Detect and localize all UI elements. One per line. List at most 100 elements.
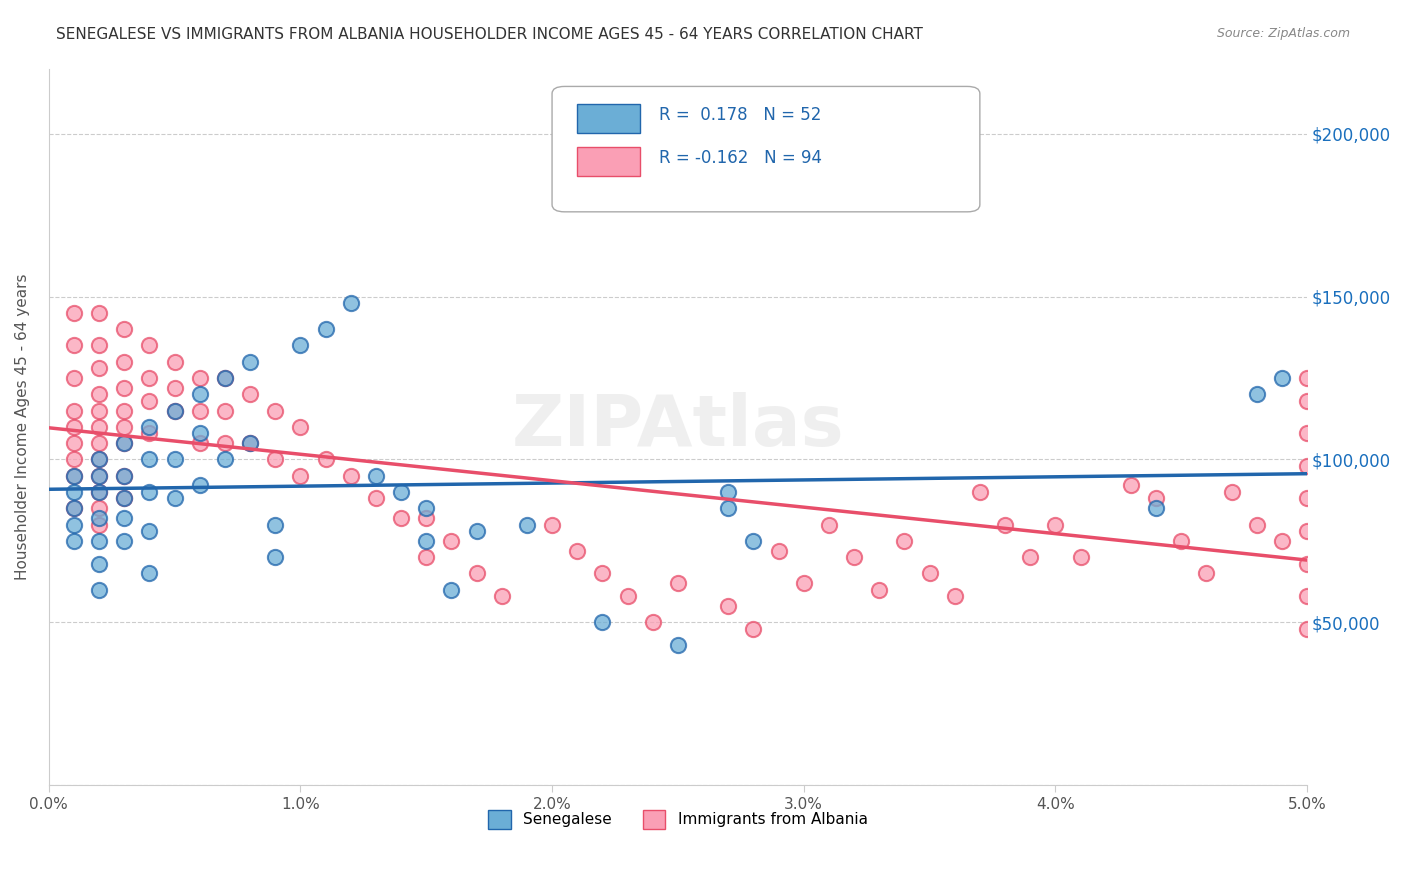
Point: [440, 582, 463, 597]
Point: [63, 419, 86, 434]
Point: [1170, 533, 1192, 548]
Point: [138, 566, 160, 581]
Point: [491, 589, 513, 603]
Point: [138, 419, 160, 434]
Point: [339, 468, 361, 483]
Point: [1296, 458, 1319, 473]
Point: [364, 491, 387, 506]
Point: [264, 403, 287, 417]
Text: ZIPAtlas: ZIPAtlas: [512, 392, 844, 461]
FancyBboxPatch shape: [553, 87, 980, 211]
Point: [315, 452, 337, 467]
Point: [112, 468, 135, 483]
Point: [63, 452, 86, 467]
Point: [87, 517, 110, 532]
Point: [63, 485, 86, 500]
Point: [290, 338, 312, 352]
Point: [440, 533, 463, 548]
Point: [87, 419, 110, 434]
Point: [893, 533, 915, 548]
Point: [163, 354, 186, 368]
Point: [112, 533, 135, 548]
Point: [63, 501, 86, 516]
Point: [264, 452, 287, 467]
Point: [465, 566, 488, 581]
Point: [616, 589, 638, 603]
Text: SENEGALESE VS IMMIGRANTS FROM ALBANIA HOUSEHOLDER INCOME AGES 45 - 64 YEARS CORR: SENEGALESE VS IMMIGRANTS FROM ALBANIA HO…: [56, 27, 924, 42]
Point: [1296, 393, 1319, 408]
Point: [742, 533, 765, 548]
Point: [87, 468, 110, 483]
Point: [415, 533, 437, 548]
Point: [1070, 550, 1092, 565]
Point: [138, 524, 160, 538]
Point: [188, 387, 211, 401]
Point: [163, 403, 186, 417]
Point: [1144, 501, 1167, 516]
Point: [188, 436, 211, 450]
Bar: [578, 147, 640, 176]
Point: [63, 306, 86, 320]
Point: [1144, 491, 1167, 506]
Point: [138, 452, 160, 467]
Point: [87, 403, 110, 417]
Point: [87, 306, 110, 320]
Point: [163, 403, 186, 417]
Y-axis label: Householder Income Ages 45 - 64 years: Householder Income Ages 45 - 64 years: [15, 274, 30, 580]
Point: [112, 491, 135, 506]
Point: [868, 582, 890, 597]
Point: [87, 387, 110, 401]
Point: [389, 511, 412, 525]
Point: [163, 491, 186, 506]
Point: [138, 393, 160, 408]
Point: [793, 576, 815, 591]
Point: [63, 533, 86, 548]
Point: [415, 511, 437, 525]
Point: [87, 501, 110, 516]
Point: [87, 452, 110, 467]
Point: [188, 478, 211, 492]
Point: [1296, 426, 1319, 441]
Point: [112, 511, 135, 525]
Point: [63, 517, 86, 532]
Point: [1220, 485, 1243, 500]
Point: [63, 338, 86, 352]
Point: [163, 381, 186, 395]
Point: [239, 436, 262, 450]
Point: [1296, 524, 1319, 538]
Point: [641, 615, 664, 630]
Point: [516, 517, 538, 532]
Point: [63, 436, 86, 450]
Point: [591, 566, 613, 581]
Point: [112, 436, 135, 450]
Point: [112, 419, 135, 434]
Point: [264, 517, 287, 532]
Point: [87, 485, 110, 500]
Point: [188, 403, 211, 417]
Point: [63, 468, 86, 483]
Point: [63, 371, 86, 385]
Point: [63, 501, 86, 516]
Point: [214, 452, 236, 467]
Point: [742, 622, 765, 636]
Point: [112, 468, 135, 483]
Point: [112, 403, 135, 417]
Legend: Senegalese, Immigrants from Albania: Senegalese, Immigrants from Albania: [482, 804, 873, 835]
Point: [112, 436, 135, 450]
Point: [87, 533, 110, 548]
Point: [1271, 533, 1294, 548]
Point: [1296, 589, 1319, 603]
Point: [389, 485, 412, 500]
Point: [112, 491, 135, 506]
Point: [717, 485, 740, 500]
Point: [87, 436, 110, 450]
Point: [188, 371, 211, 385]
Point: [465, 524, 488, 538]
Point: [290, 468, 312, 483]
Point: [138, 426, 160, 441]
Point: [239, 436, 262, 450]
Point: [112, 381, 135, 395]
Point: [87, 582, 110, 597]
Point: [87, 338, 110, 352]
Point: [567, 543, 589, 558]
